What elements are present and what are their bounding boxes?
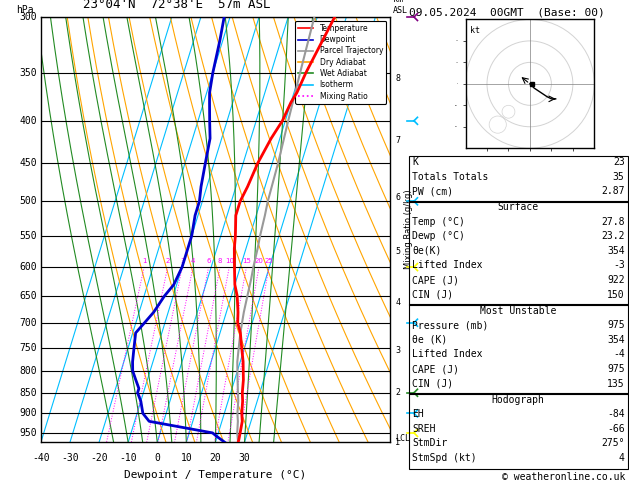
Text: -66: -66 xyxy=(607,424,625,434)
Text: 10: 10 xyxy=(181,453,192,463)
Text: 3: 3 xyxy=(395,347,400,355)
Text: 2: 2 xyxy=(165,258,170,264)
Text: 135: 135 xyxy=(607,379,625,389)
Text: Totals Totals: Totals Totals xyxy=(412,172,488,182)
Text: CAPE (J): CAPE (J) xyxy=(412,275,459,285)
Text: CIN (J): CIN (J) xyxy=(412,379,453,389)
Text: 3: 3 xyxy=(180,258,184,264)
Text: Lifted Index: Lifted Index xyxy=(412,349,482,360)
Text: EH: EH xyxy=(412,409,424,419)
Text: 600: 600 xyxy=(19,262,37,272)
Text: 5: 5 xyxy=(395,247,400,256)
Text: -30: -30 xyxy=(61,453,79,463)
Text: 354: 354 xyxy=(607,246,625,256)
Text: 0: 0 xyxy=(154,453,160,463)
Text: θe(K): θe(K) xyxy=(412,246,442,256)
Text: 2: 2 xyxy=(395,388,400,397)
Text: 20: 20 xyxy=(209,453,221,463)
Text: 700: 700 xyxy=(19,318,37,328)
Text: 2.87: 2.87 xyxy=(601,186,625,196)
Text: 500: 500 xyxy=(19,196,37,207)
Text: 20: 20 xyxy=(255,258,264,264)
Text: LCL: LCL xyxy=(395,434,410,443)
Text: Surface: Surface xyxy=(498,202,539,212)
Text: 900: 900 xyxy=(19,408,37,418)
Text: 6: 6 xyxy=(395,193,400,202)
Text: 30: 30 xyxy=(238,453,250,463)
Text: Dewp (°C): Dewp (°C) xyxy=(412,231,465,242)
Text: hPa: hPa xyxy=(16,4,33,15)
Text: 354: 354 xyxy=(607,335,625,345)
Text: 650: 650 xyxy=(19,291,37,301)
Text: Dewpoint / Temperature (°C): Dewpoint / Temperature (°C) xyxy=(125,470,306,480)
Text: Mixing Ratio (g/kg): Mixing Ratio (g/kg) xyxy=(404,190,413,269)
Text: 450: 450 xyxy=(19,158,37,168)
Text: 15: 15 xyxy=(242,258,251,264)
Text: kt: kt xyxy=(470,26,480,35)
Text: -4: -4 xyxy=(613,349,625,360)
Text: 975: 975 xyxy=(607,320,625,330)
Text: 09.05.2024  00GMT  (Base: 00): 09.05.2024 00GMT (Base: 00) xyxy=(409,7,604,17)
Text: 7: 7 xyxy=(395,136,400,145)
Text: 4: 4 xyxy=(191,258,195,264)
Text: 922: 922 xyxy=(607,275,625,285)
Text: 275°: 275° xyxy=(601,438,625,449)
Legend: Temperature, Dewpoint, Parcel Trajectory, Dry Adiabat, Wet Adiabat, Isotherm, Mi: Temperature, Dewpoint, Parcel Trajectory… xyxy=(295,21,386,104)
Text: -20: -20 xyxy=(90,453,108,463)
Text: Hodograph: Hodograph xyxy=(492,395,545,405)
Text: 8: 8 xyxy=(218,258,223,264)
Text: 300: 300 xyxy=(19,12,37,22)
Text: 1: 1 xyxy=(142,258,147,264)
Text: 8: 8 xyxy=(395,74,400,83)
Text: km
ASL: km ASL xyxy=(393,0,408,15)
Text: SREH: SREH xyxy=(412,424,435,434)
Text: Lifted Index: Lifted Index xyxy=(412,260,482,271)
Text: -40: -40 xyxy=(32,453,50,463)
Text: 23: 23 xyxy=(613,157,625,167)
Text: 10: 10 xyxy=(225,258,234,264)
Text: 25: 25 xyxy=(265,258,274,264)
Text: 23.2: 23.2 xyxy=(601,231,625,242)
Text: 950: 950 xyxy=(19,428,37,438)
Text: Temp (°C): Temp (°C) xyxy=(412,217,465,227)
Text: 350: 350 xyxy=(19,68,37,78)
Text: 4: 4 xyxy=(395,297,400,307)
Text: CAPE (J): CAPE (J) xyxy=(412,364,459,374)
Text: © weatheronline.co.uk: © weatheronline.co.uk xyxy=(503,472,626,482)
Text: 4: 4 xyxy=(619,453,625,463)
Text: -3: -3 xyxy=(613,260,625,271)
Text: 550: 550 xyxy=(19,231,37,241)
Text: -84: -84 xyxy=(607,409,625,419)
Text: 975: 975 xyxy=(607,364,625,374)
Text: Most Unstable: Most Unstable xyxy=(480,306,557,316)
Text: 800: 800 xyxy=(19,366,37,376)
Text: StmSpd (kt): StmSpd (kt) xyxy=(412,453,477,463)
Text: 23°04'N  72°38'E  57m ASL: 23°04'N 72°38'E 57m ASL xyxy=(83,0,270,11)
Text: 750: 750 xyxy=(19,343,37,353)
Text: CIN (J): CIN (J) xyxy=(412,290,453,300)
Text: 6: 6 xyxy=(206,258,211,264)
Text: θe (K): θe (K) xyxy=(412,335,447,345)
Text: -10: -10 xyxy=(120,453,137,463)
Text: Pressure (mb): Pressure (mb) xyxy=(412,320,488,330)
Text: 1: 1 xyxy=(395,438,400,447)
Text: 150: 150 xyxy=(607,290,625,300)
Text: StmDir: StmDir xyxy=(412,438,447,449)
Text: PW (cm): PW (cm) xyxy=(412,186,453,196)
Text: 400: 400 xyxy=(19,116,37,126)
Text: 850: 850 xyxy=(19,388,37,398)
Text: 35: 35 xyxy=(613,172,625,182)
Text: 27.8: 27.8 xyxy=(601,217,625,227)
Text: K: K xyxy=(412,157,418,167)
